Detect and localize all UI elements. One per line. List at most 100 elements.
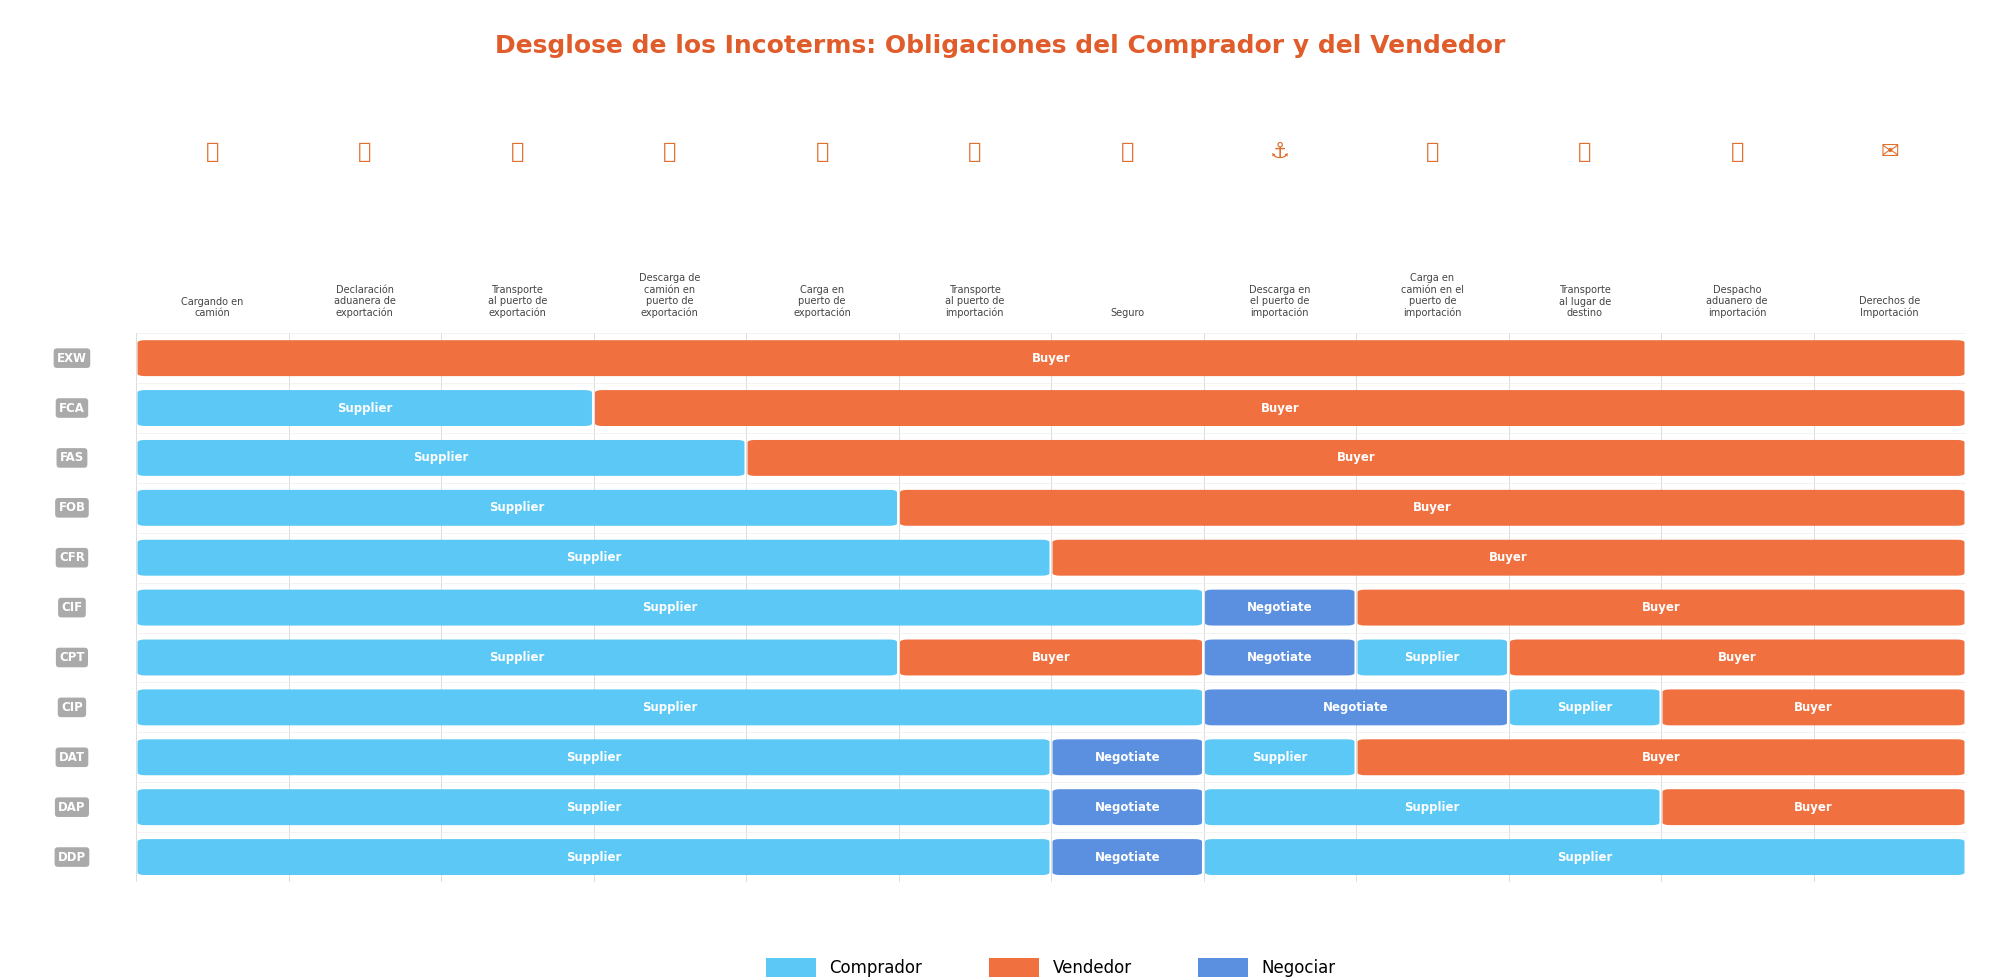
Text: Supplier: Supplier — [1404, 651, 1460, 664]
FancyBboxPatch shape — [1510, 689, 1660, 725]
Text: 🚚: 🚚 — [206, 142, 218, 162]
Text: ✉: ✉ — [1880, 142, 1900, 162]
Text: Descarga de
camión en
puerto de
exportación: Descarga de camión en puerto de exportac… — [640, 273, 700, 318]
Text: 📋: 📋 — [358, 142, 372, 162]
Text: DAT: DAT — [58, 751, 86, 763]
Text: CIP: CIP — [62, 701, 82, 713]
Text: Buyer: Buyer — [1794, 701, 1832, 713]
Text: Despacho
aduanero de
importación: Despacho aduanero de importación — [1706, 285, 1768, 319]
FancyBboxPatch shape — [1206, 789, 1660, 825]
Text: ⚓: ⚓ — [1270, 142, 1290, 162]
FancyBboxPatch shape — [138, 789, 1050, 825]
Text: Declaración
aduanera de
exportación: Declaración aduanera de exportación — [334, 285, 396, 319]
Text: Supplier: Supplier — [1252, 751, 1308, 763]
Text: Transporte
al lugar de
destino: Transporte al lugar de destino — [1558, 285, 1610, 319]
Text: CIF: CIF — [62, 601, 82, 614]
Text: 🚢: 🚢 — [968, 142, 982, 162]
Text: EXW: EXW — [56, 352, 86, 365]
FancyBboxPatch shape — [1052, 540, 1964, 575]
Text: Buyer: Buyer — [1490, 551, 1528, 564]
Text: Derechos de
Importación: Derechos de Importación — [1860, 296, 1920, 318]
FancyBboxPatch shape — [1206, 689, 1506, 725]
Text: Supplier: Supplier — [1558, 701, 1612, 713]
Text: CPT: CPT — [60, 651, 84, 664]
Text: Buyer: Buyer — [1032, 352, 1070, 365]
Text: DAP: DAP — [58, 801, 86, 813]
Text: Negotiate: Negotiate — [1094, 851, 1160, 863]
Text: Buyer: Buyer — [1260, 402, 1300, 415]
FancyBboxPatch shape — [138, 839, 1050, 875]
Text: Supplier: Supplier — [642, 701, 698, 713]
Text: Buyer: Buyer — [1794, 801, 1832, 813]
FancyBboxPatch shape — [1052, 739, 1202, 775]
Text: Buyer: Buyer — [1032, 651, 1070, 664]
Text: Supplier: Supplier — [566, 751, 622, 763]
Text: Negotiate: Negotiate — [1094, 751, 1160, 763]
FancyBboxPatch shape — [1052, 839, 1202, 875]
FancyBboxPatch shape — [1358, 640, 1506, 675]
Text: Transporte
al puerto de
exportación: Transporte al puerto de exportación — [488, 285, 546, 319]
FancyBboxPatch shape — [1358, 590, 1964, 625]
Text: Supplier: Supplier — [642, 601, 698, 614]
Legend: Comprador, Vendedor, Negociar: Comprador, Vendedor, Negociar — [760, 951, 1342, 980]
FancyBboxPatch shape — [1206, 739, 1354, 775]
Text: Negotiate: Negotiate — [1246, 601, 1312, 614]
Text: DDP: DDP — [58, 851, 86, 863]
Text: 🚛: 🚛 — [510, 142, 524, 162]
Text: 🏷: 🏷 — [816, 142, 828, 162]
FancyBboxPatch shape — [596, 390, 1964, 426]
FancyBboxPatch shape — [138, 640, 896, 675]
Text: Buyer: Buyer — [1642, 751, 1680, 763]
FancyBboxPatch shape — [138, 739, 1050, 775]
Text: Negotiate: Negotiate — [1094, 801, 1160, 813]
FancyBboxPatch shape — [138, 340, 1964, 376]
Text: Carga en
camión en el
puerto de
importación: Carga en camión en el puerto de importac… — [1400, 273, 1464, 318]
Text: Negotiate: Negotiate — [1246, 651, 1312, 664]
Text: FCA: FCA — [60, 402, 84, 415]
Text: Supplier: Supplier — [566, 551, 622, 564]
Text: Supplier: Supplier — [566, 851, 622, 863]
Text: 📋: 📋 — [1730, 142, 1744, 162]
Text: Supplier: Supplier — [338, 402, 392, 415]
Text: 🚛: 🚛 — [1578, 142, 1592, 162]
FancyBboxPatch shape — [1662, 689, 1964, 725]
Text: Seguro: Seguro — [1110, 309, 1144, 318]
FancyBboxPatch shape — [1206, 839, 1964, 875]
Text: FOB: FOB — [58, 502, 86, 514]
FancyBboxPatch shape — [900, 490, 1964, 526]
Text: Desglose de los Incoterms: Obligaciones del Comprador y del Vendedor: Desglose de los Incoterms: Obligaciones … — [494, 34, 1506, 58]
FancyBboxPatch shape — [1052, 789, 1202, 825]
Text: FAS: FAS — [60, 452, 84, 465]
Text: 🚛: 🚛 — [1426, 142, 1438, 162]
FancyBboxPatch shape — [138, 590, 1202, 625]
Text: Carga en
puerto de
exportación: Carga en puerto de exportación — [794, 285, 852, 319]
Text: Supplier: Supplier — [1404, 801, 1460, 813]
Text: Transporte
al puerto de
importación: Transporte al puerto de importación — [946, 285, 1004, 319]
FancyBboxPatch shape — [1358, 739, 1964, 775]
FancyBboxPatch shape — [748, 440, 1964, 476]
Text: Descarga en
el puerto de
importación: Descarga en el puerto de importación — [1248, 285, 1310, 319]
FancyBboxPatch shape — [1206, 640, 1354, 675]
Text: Negotiate: Negotiate — [1324, 701, 1388, 713]
FancyBboxPatch shape — [138, 540, 1050, 575]
Text: CFR: CFR — [60, 551, 84, 564]
Text: Buyer: Buyer — [1718, 651, 1756, 664]
Text: Supplier: Supplier — [566, 801, 622, 813]
Text: Supplier: Supplier — [490, 651, 544, 664]
Text: Supplier: Supplier — [414, 452, 468, 465]
FancyBboxPatch shape — [138, 490, 896, 526]
Text: 📦: 📦 — [664, 142, 676, 162]
FancyBboxPatch shape — [1510, 640, 1964, 675]
Text: Cargando en
camión: Cargando en camión — [182, 297, 244, 318]
FancyBboxPatch shape — [1662, 789, 1964, 825]
FancyBboxPatch shape — [1206, 590, 1354, 625]
Text: Buyer: Buyer — [1412, 502, 1452, 514]
FancyBboxPatch shape — [138, 390, 592, 426]
FancyBboxPatch shape — [138, 440, 744, 476]
FancyBboxPatch shape — [900, 640, 1202, 675]
Text: Supplier: Supplier — [1558, 851, 1612, 863]
Text: Supplier: Supplier — [490, 502, 544, 514]
Text: 📦: 📦 — [1120, 142, 1134, 162]
FancyBboxPatch shape — [138, 689, 1202, 725]
Text: Buyer: Buyer — [1336, 452, 1376, 465]
